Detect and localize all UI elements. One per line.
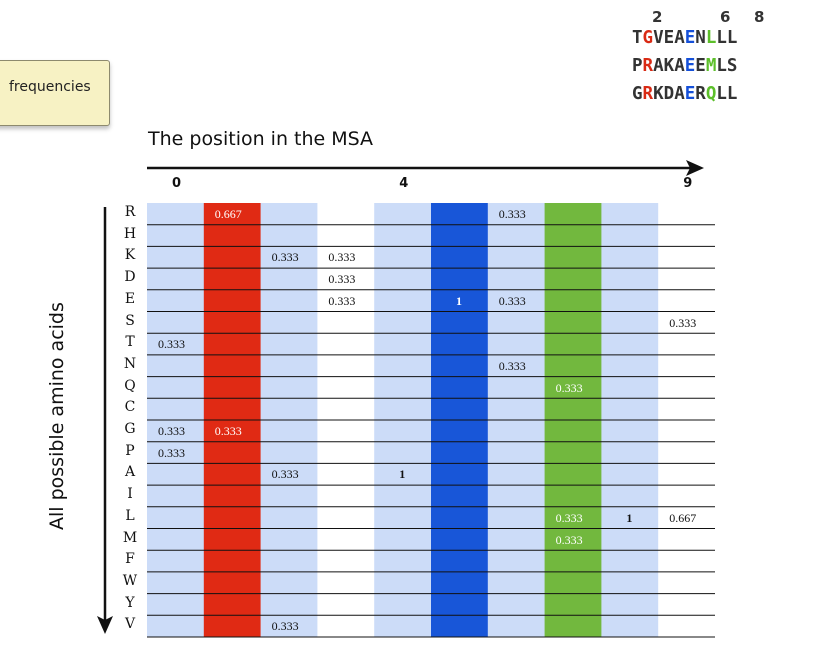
amino-acid-label: Y [125,594,135,611]
frequency-value: 0.333 [271,467,299,482]
residue: V [653,28,664,48]
badge-label: frequencies [9,79,91,95]
amino-acid-label: N [123,355,137,372]
amino-acid-label: P [125,442,135,459]
amino-acid-label: Q [124,377,136,394]
amino-acid-label: M [122,529,138,546]
x-arrowhead-icon [686,160,704,176]
residue: A [674,84,685,104]
amino-acid-label: D [124,269,136,286]
amino-acid-label: A [124,464,136,481]
frequencies-badge: frequencies [0,60,110,126]
amino-acid-label: V [124,616,136,633]
residue: L [705,28,717,48]
position-number: 2 [652,8,663,26]
frequency-value: 1 [626,510,633,525]
residue: N [695,28,706,48]
residue: L [726,28,738,48]
frequency-value: 0.333 [555,532,583,547]
residue: E [684,28,696,48]
position-number: 8 [754,8,765,26]
y-arrowhead-icon [97,616,113,634]
position-number: 6 [720,8,731,26]
frequency-value: 0.333 [328,293,356,308]
residue: M [705,56,717,76]
x-tick-label: 9 [683,176,693,191]
residue: E [684,56,696,76]
residue: L [716,28,727,48]
residue: T [632,28,643,48]
frequency-value: 0.333 [328,250,356,265]
sequence-row: PRAKAEEMLS [632,56,737,84]
residue: S [726,56,738,76]
residue: A [674,28,685,48]
amino-acid-label: H [123,225,137,242]
residue: K [663,56,675,76]
residue: G [632,84,643,104]
residue: E [684,84,696,104]
sequence-row: GRKDAERQLL [632,84,737,112]
frequency-value: 0.333 [158,337,185,352]
frequency-value: 1 [399,467,406,482]
frequency-value: 0.333 [271,250,299,265]
frequency-value: 0.333 [555,380,583,395]
residue: R [642,84,654,104]
frequency-value: 0.667 [669,510,697,525]
residue: L [716,84,727,104]
amino-acid-label: L [125,507,135,524]
frequency-value: 0.667 [214,207,242,221]
residue: R [695,84,706,104]
residue: A [674,56,685,76]
amino-acid-label: E [124,290,136,307]
frequency-value: 0.333 [498,358,526,373]
x-axis-title: The position in the MSA [148,128,374,150]
residue: K [653,84,664,104]
residue: D [663,84,675,104]
amino-acid-label: K [124,247,136,264]
frequency-value: 0.333 [498,207,526,221]
residue: G [642,28,654,48]
amino-acid-label: G [124,421,136,437]
amino-acid-label: I [127,486,133,503]
residue: E [695,56,706,76]
position-numbers: 2 6 8 [632,8,764,28]
residue: R [642,56,654,76]
x-tick-label: 0 [172,176,182,191]
amino-acid-label: C [124,399,136,416]
frequency-value: 1 [456,293,462,308]
frequency-value: 0.333 [214,424,242,438]
amino-acid-label: S [125,312,135,329]
frequency-value: 0.333 [158,445,185,460]
residue: P [632,56,643,76]
frequency-value: 0.333 [669,315,697,330]
amino-acid-label: F [125,551,135,568]
amino-acid-label: W [122,572,138,589]
frequency-value: 0.333 [158,424,185,438]
residue: L [726,84,738,104]
amino-acid-label: R [124,204,136,220]
residue: A [653,56,664,76]
residue: L [716,56,727,76]
residue: E [663,28,675,48]
sequence-row: TGVEAENLLL [632,28,737,56]
frequency-value: 0.333 [555,510,583,525]
frequency-value: 0.333 [271,619,299,634]
amino-acid-label: T [125,334,135,351]
frequency-value: 0.333 [328,272,356,287]
frequency-value: 0.333 [498,293,526,308]
residue: Q [705,84,717,104]
x-tick-label: 4 [399,176,409,191]
